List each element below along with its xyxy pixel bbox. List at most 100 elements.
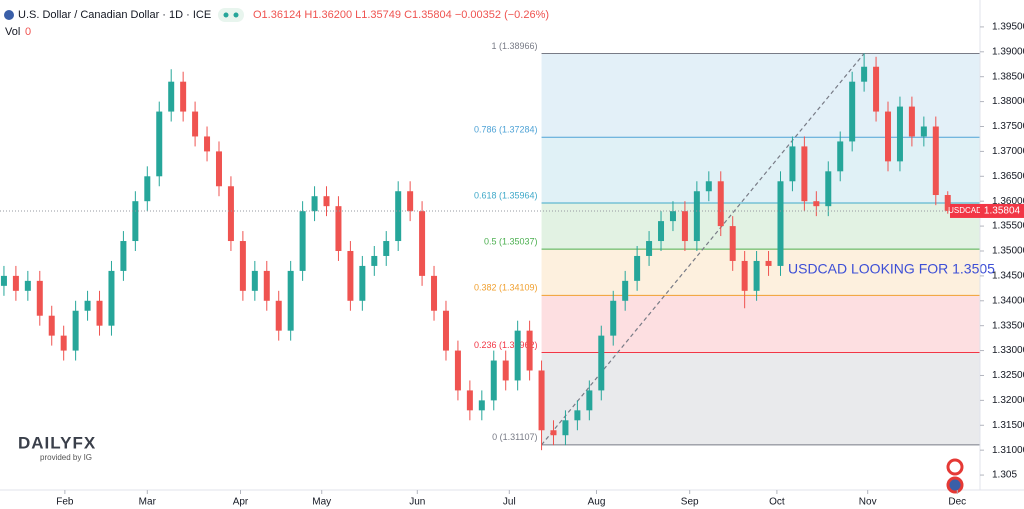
symbol-title: U.S. Dollar / Canadian Dollar · 1D · ICE (18, 9, 211, 21)
candle-body (323, 196, 330, 207)
candle-body (765, 260, 772, 266)
fib-zone (541, 249, 980, 296)
candle-body (478, 400, 485, 411)
fib-label: 0.236 (1.32962) (474, 340, 538, 350)
candle-body (693, 191, 700, 242)
candle-body (885, 111, 892, 162)
y-tick-label: 1.32000 (992, 395, 1024, 406)
fib-zone (541, 202, 980, 250)
candle-body (490, 360, 497, 401)
fib-label: 1 (1.38966) (492, 41, 538, 51)
x-tick-label: Aug (588, 497, 606, 508)
candle-body (72, 310, 79, 351)
fib-zone (541, 295, 980, 353)
price-tag-symbol: USDCAD (948, 206, 982, 215)
candle-body (538, 370, 545, 431)
x-tick-label: Apr (233, 497, 249, 508)
candle-body (514, 330, 521, 381)
x-tick-label: Jun (409, 497, 425, 508)
y-tick-label: 1.32500 (992, 370, 1024, 381)
candle-body (168, 81, 175, 112)
candle-body (36, 280, 43, 316)
fib-label: 0.382 (1.34109) (474, 283, 538, 293)
y-tick-label: 1.38500 (992, 71, 1024, 82)
x-tick-label: Nov (859, 497, 877, 508)
candle-body (777, 181, 784, 266)
candle-body (610, 300, 617, 336)
candle-body (502, 360, 509, 381)
candle-body (263, 270, 270, 301)
candle-body (275, 300, 282, 331)
y-tick-label: 1.35000 (992, 246, 1024, 257)
fib-label: 0 (1.31107) (492, 432, 537, 442)
candle-body (0, 275, 7, 286)
candle-body (646, 241, 653, 256)
x-tick-label: Oct (769, 497, 785, 508)
candle-body (813, 201, 820, 207)
candle-body (669, 211, 676, 222)
candle-body (156, 111, 163, 177)
fib-zone (541, 137, 980, 203)
candle-body (586, 390, 593, 411)
logo: DAILYFX (18, 433, 96, 452)
volume-value: 0 (25, 26, 31, 38)
candle-body (658, 221, 665, 242)
y-tick-label: 1.31000 (992, 445, 1024, 456)
x-tick-label: Mar (139, 497, 157, 508)
y-tick-label: 1.35500 (992, 221, 1024, 232)
candle-body (562, 420, 569, 436)
y-tick-label: 1.31500 (992, 420, 1024, 431)
y-tick-label: 1.37500 (992, 121, 1024, 132)
candle-body (120, 241, 127, 271)
fib-trend-line (541, 53, 865, 446)
candle-body (717, 181, 724, 227)
volume-label: Vol (5, 26, 20, 38)
y-tick-label: 1.305 (992, 470, 1017, 481)
y-tick-label: 1.39500 (992, 22, 1024, 33)
fib-label: 0.786 (1.37284) (474, 125, 538, 135)
status-dot (233, 12, 239, 18)
candle-body (705, 181, 712, 192)
candle-body (431, 275, 438, 311)
candle-body (371, 255, 378, 266)
y-tick-label: 1.36000 (992, 196, 1024, 207)
y-tick-label: 1.34000 (992, 295, 1024, 306)
x-tick-label: Dec (948, 497, 966, 508)
candle-body (896, 106, 903, 162)
candle-body (789, 146, 796, 182)
price-tag-symbol-bg (950, 203, 980, 218)
candle-body (908, 106, 915, 137)
y-tick-label: 1.34500 (992, 271, 1024, 282)
candle-body (634, 255, 641, 281)
candle-body (622, 280, 629, 301)
flag-icon (946, 476, 964, 494)
candle-body (60, 335, 67, 351)
candle-body (347, 250, 354, 301)
fib-label: 0.618 (1.35964) (474, 190, 538, 200)
candle-body (395, 191, 402, 242)
candle-body (215, 151, 222, 187)
logo-tagline: provided by IG (40, 453, 92, 462)
candle-body (383, 241, 390, 256)
candle-body (251, 270, 258, 291)
x-tick-label: May (312, 497, 331, 508)
flag-icon (946, 458, 964, 476)
candle-body (108, 270, 115, 326)
x-tick-label: Feb (56, 497, 74, 508)
candle-body (204, 136, 211, 152)
candle-body (419, 211, 426, 276)
candle-body (48, 315, 55, 336)
candle-body (741, 260, 748, 291)
status-badge (218, 8, 244, 22)
symbol-icon (4, 10, 14, 20)
candle-body (144, 176, 151, 202)
candle-body (944, 195, 951, 211)
candle-body (932, 126, 939, 196)
fib-label: 0.5 (1.35037) (484, 237, 538, 247)
candle-body (132, 201, 139, 242)
candle-body (335, 206, 342, 251)
y-tick-label: 1.33000 (992, 345, 1024, 356)
candle-body (837, 141, 844, 172)
price-tag-value-bg (980, 203, 1024, 218)
